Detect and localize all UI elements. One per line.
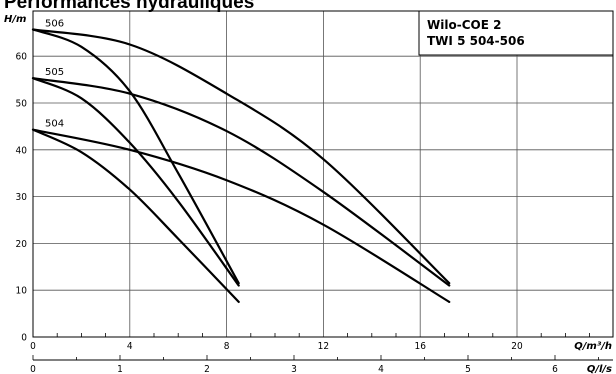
x2-tick-label: 5 [465, 364, 471, 374]
curve-label-505: 505 [45, 67, 64, 78]
y-tick-label: 20 [16, 239, 28, 250]
y-tick-label: 30 [16, 192, 28, 203]
y-tick-label: 60 [16, 52, 28, 63]
x-axis-title: Q/m³/h [574, 341, 612, 352]
grid [33, 11, 613, 337]
curve-label-506: 506 [45, 19, 64, 30]
plot-frame [32, 10, 614, 338]
curve-504-b [31, 128, 451, 303]
x-tick-label: 12 [318, 341, 329, 352]
y-axis-title: H/m [4, 14, 26, 25]
legend-box [418, 10, 614, 56]
chart-title: Performances hydrauliques [4, 0, 255, 13]
x2-tick-label: 6 [552, 364, 558, 374]
x2-tick-label: 4 [378, 364, 384, 374]
legend: Wilo-COE 2 TWI 5 504-506 [418, 10, 614, 56]
y-tick-label: 40 [16, 145, 28, 156]
axes [32, 10, 614, 361]
curve-506-a [31, 28, 240, 285]
curve-label-504: 504 [45, 119, 64, 130]
x-tick-label: 8 [224, 341, 230, 352]
x2-tick-label: 3 [291, 364, 297, 374]
x-tick-label: 16 [414, 341, 426, 352]
x-tick-label: 4 [127, 341, 133, 352]
x-tick-label: 20 [511, 341, 523, 352]
x2-tick-label: 1 [117, 364, 123, 374]
x2-tick-label: 0 [30, 364, 36, 374]
legend-line-1: Wilo-COE 2 [427, 18, 501, 32]
y-tick-label: 0 [21, 333, 27, 344]
y-tick-label: 50 [16, 99, 28, 110]
curve-505-a [31, 77, 240, 287]
x-tick-label: 0 [30, 341, 36, 352]
curve-506-b [31, 28, 451, 285]
curves [31, 28, 451, 303]
x2-tick-label: 2 [204, 364, 210, 374]
curve-504-a [31, 128, 240, 303]
x2-axis-title: Q/l/s [587, 364, 612, 374]
legend-line-2: TWI 5 504-506 [427, 34, 525, 48]
curve-labels: 504 505 506 [45, 19, 64, 130]
y-tick-label: 10 [16, 286, 28, 297]
curve-505-b [31, 77, 451, 287]
